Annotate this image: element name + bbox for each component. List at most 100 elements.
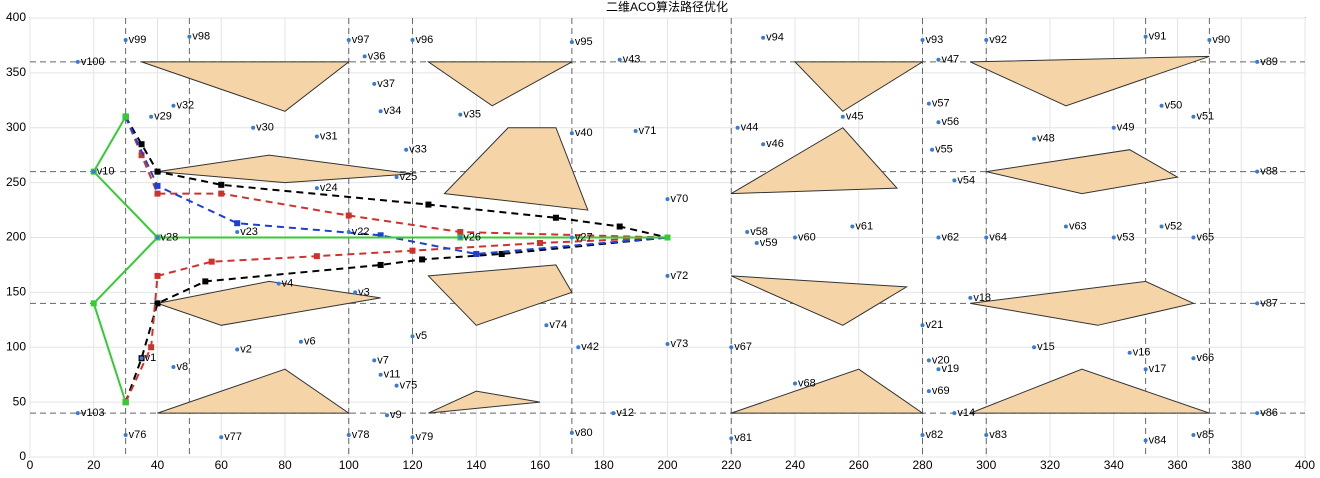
node-label: v17 <box>1149 363 1167 375</box>
node <box>123 433 128 438</box>
node <box>1191 433 1196 438</box>
node <box>1191 235 1196 240</box>
node <box>75 411 80 416</box>
route-point <box>537 239 543 246</box>
x-tick-label: 240 <box>785 458 805 472</box>
node-label: v27 <box>575 231 593 243</box>
route-point <box>154 182 161 189</box>
node-label: v100 <box>81 56 105 68</box>
route <box>124 116 668 255</box>
node-label: v97 <box>352 34 370 46</box>
node-label: v80 <box>575 427 593 439</box>
node-label: v22 <box>352 226 370 238</box>
node-label: v77 <box>224 431 242 443</box>
route-point <box>154 300 161 307</box>
node <box>410 435 415 440</box>
node <box>298 339 303 344</box>
obstacle <box>157 154 413 184</box>
node <box>936 235 941 240</box>
node <box>968 295 973 300</box>
node-label: v49 <box>1117 122 1135 134</box>
node-label: v55 <box>935 144 953 156</box>
node <box>372 81 377 86</box>
node <box>761 35 766 40</box>
node <box>458 235 463 240</box>
node <box>378 372 383 377</box>
route-point <box>202 278 209 285</box>
node <box>1143 367 1148 372</box>
node-label: v91 <box>1149 31 1167 43</box>
node-label: v26 <box>463 231 481 243</box>
node <box>735 125 740 130</box>
node <box>75 59 80 64</box>
node <box>729 345 734 350</box>
node <box>920 323 925 328</box>
node <box>1143 438 1148 443</box>
route <box>124 236 668 403</box>
node-label: v89 <box>1260 56 1278 68</box>
node <box>984 433 989 438</box>
node <box>952 411 957 416</box>
route-point <box>419 256 426 263</box>
node-label: v16 <box>1133 347 1151 359</box>
node-label: v90 <box>1212 34 1230 46</box>
node-label: v69 <box>932 385 950 397</box>
node <box>385 413 389 418</box>
node <box>346 433 351 438</box>
y-tick-label: 100 <box>6 339 26 353</box>
node <box>372 358 377 363</box>
route-point <box>218 190 225 197</box>
node-label: v9 <box>390 409 402 421</box>
node <box>936 120 941 125</box>
node <box>404 147 409 152</box>
node-label: v65 <box>1196 231 1214 243</box>
node-label: v79 <box>416 431 434 443</box>
node-label: v76 <box>129 429 147 441</box>
x-tick-label: 120 <box>402 458 422 472</box>
node <box>754 240 759 245</box>
node <box>171 365 176 370</box>
node-label: v51 <box>1196 111 1214 123</box>
x-tick-label: 380 <box>1231 458 1251 472</box>
node <box>569 235 574 240</box>
y-tick-label: 150 <box>6 285 26 299</box>
x-tick-label: 300 <box>976 458 996 472</box>
node <box>276 281 281 286</box>
x-tick-label: 400 <box>1295 458 1315 472</box>
node-label: v7 <box>377 354 389 366</box>
node-label: v72 <box>671 270 689 282</box>
node <box>1111 235 1116 240</box>
node <box>155 235 160 240</box>
node-label: v78 <box>352 429 370 441</box>
node <box>219 435 224 440</box>
node <box>1032 345 1037 350</box>
node-label: v42 <box>581 341 599 353</box>
node-label: v31 <box>320 130 338 142</box>
node-label: v8 <box>176 361 188 373</box>
route <box>124 236 668 403</box>
node-label: v44 <box>741 122 759 134</box>
route-point <box>377 232 384 239</box>
node <box>1127 350 1132 355</box>
obstacle <box>731 368 925 414</box>
node-label: v29 <box>154 111 172 123</box>
node-label: v6 <box>304 336 316 348</box>
obstacle <box>731 275 909 326</box>
node <box>952 178 957 183</box>
route-point <box>218 181 225 188</box>
node-label: v73 <box>671 338 689 350</box>
node <box>353 290 358 295</box>
node <box>187 34 192 39</box>
node-label: v2 <box>240 343 252 355</box>
node-label: v11 <box>384 369 401 381</box>
node <box>458 112 463 117</box>
node-label: v30 <box>256 122 274 134</box>
route-point <box>148 344 155 351</box>
node-label: v66 <box>1196 352 1214 364</box>
obstacle <box>970 55 1210 107</box>
node-label: v35 <box>463 108 481 120</box>
node-label: v88 <box>1260 166 1278 178</box>
node-label: v36 <box>368 50 386 62</box>
route-point <box>473 250 480 257</box>
node <box>930 147 935 152</box>
